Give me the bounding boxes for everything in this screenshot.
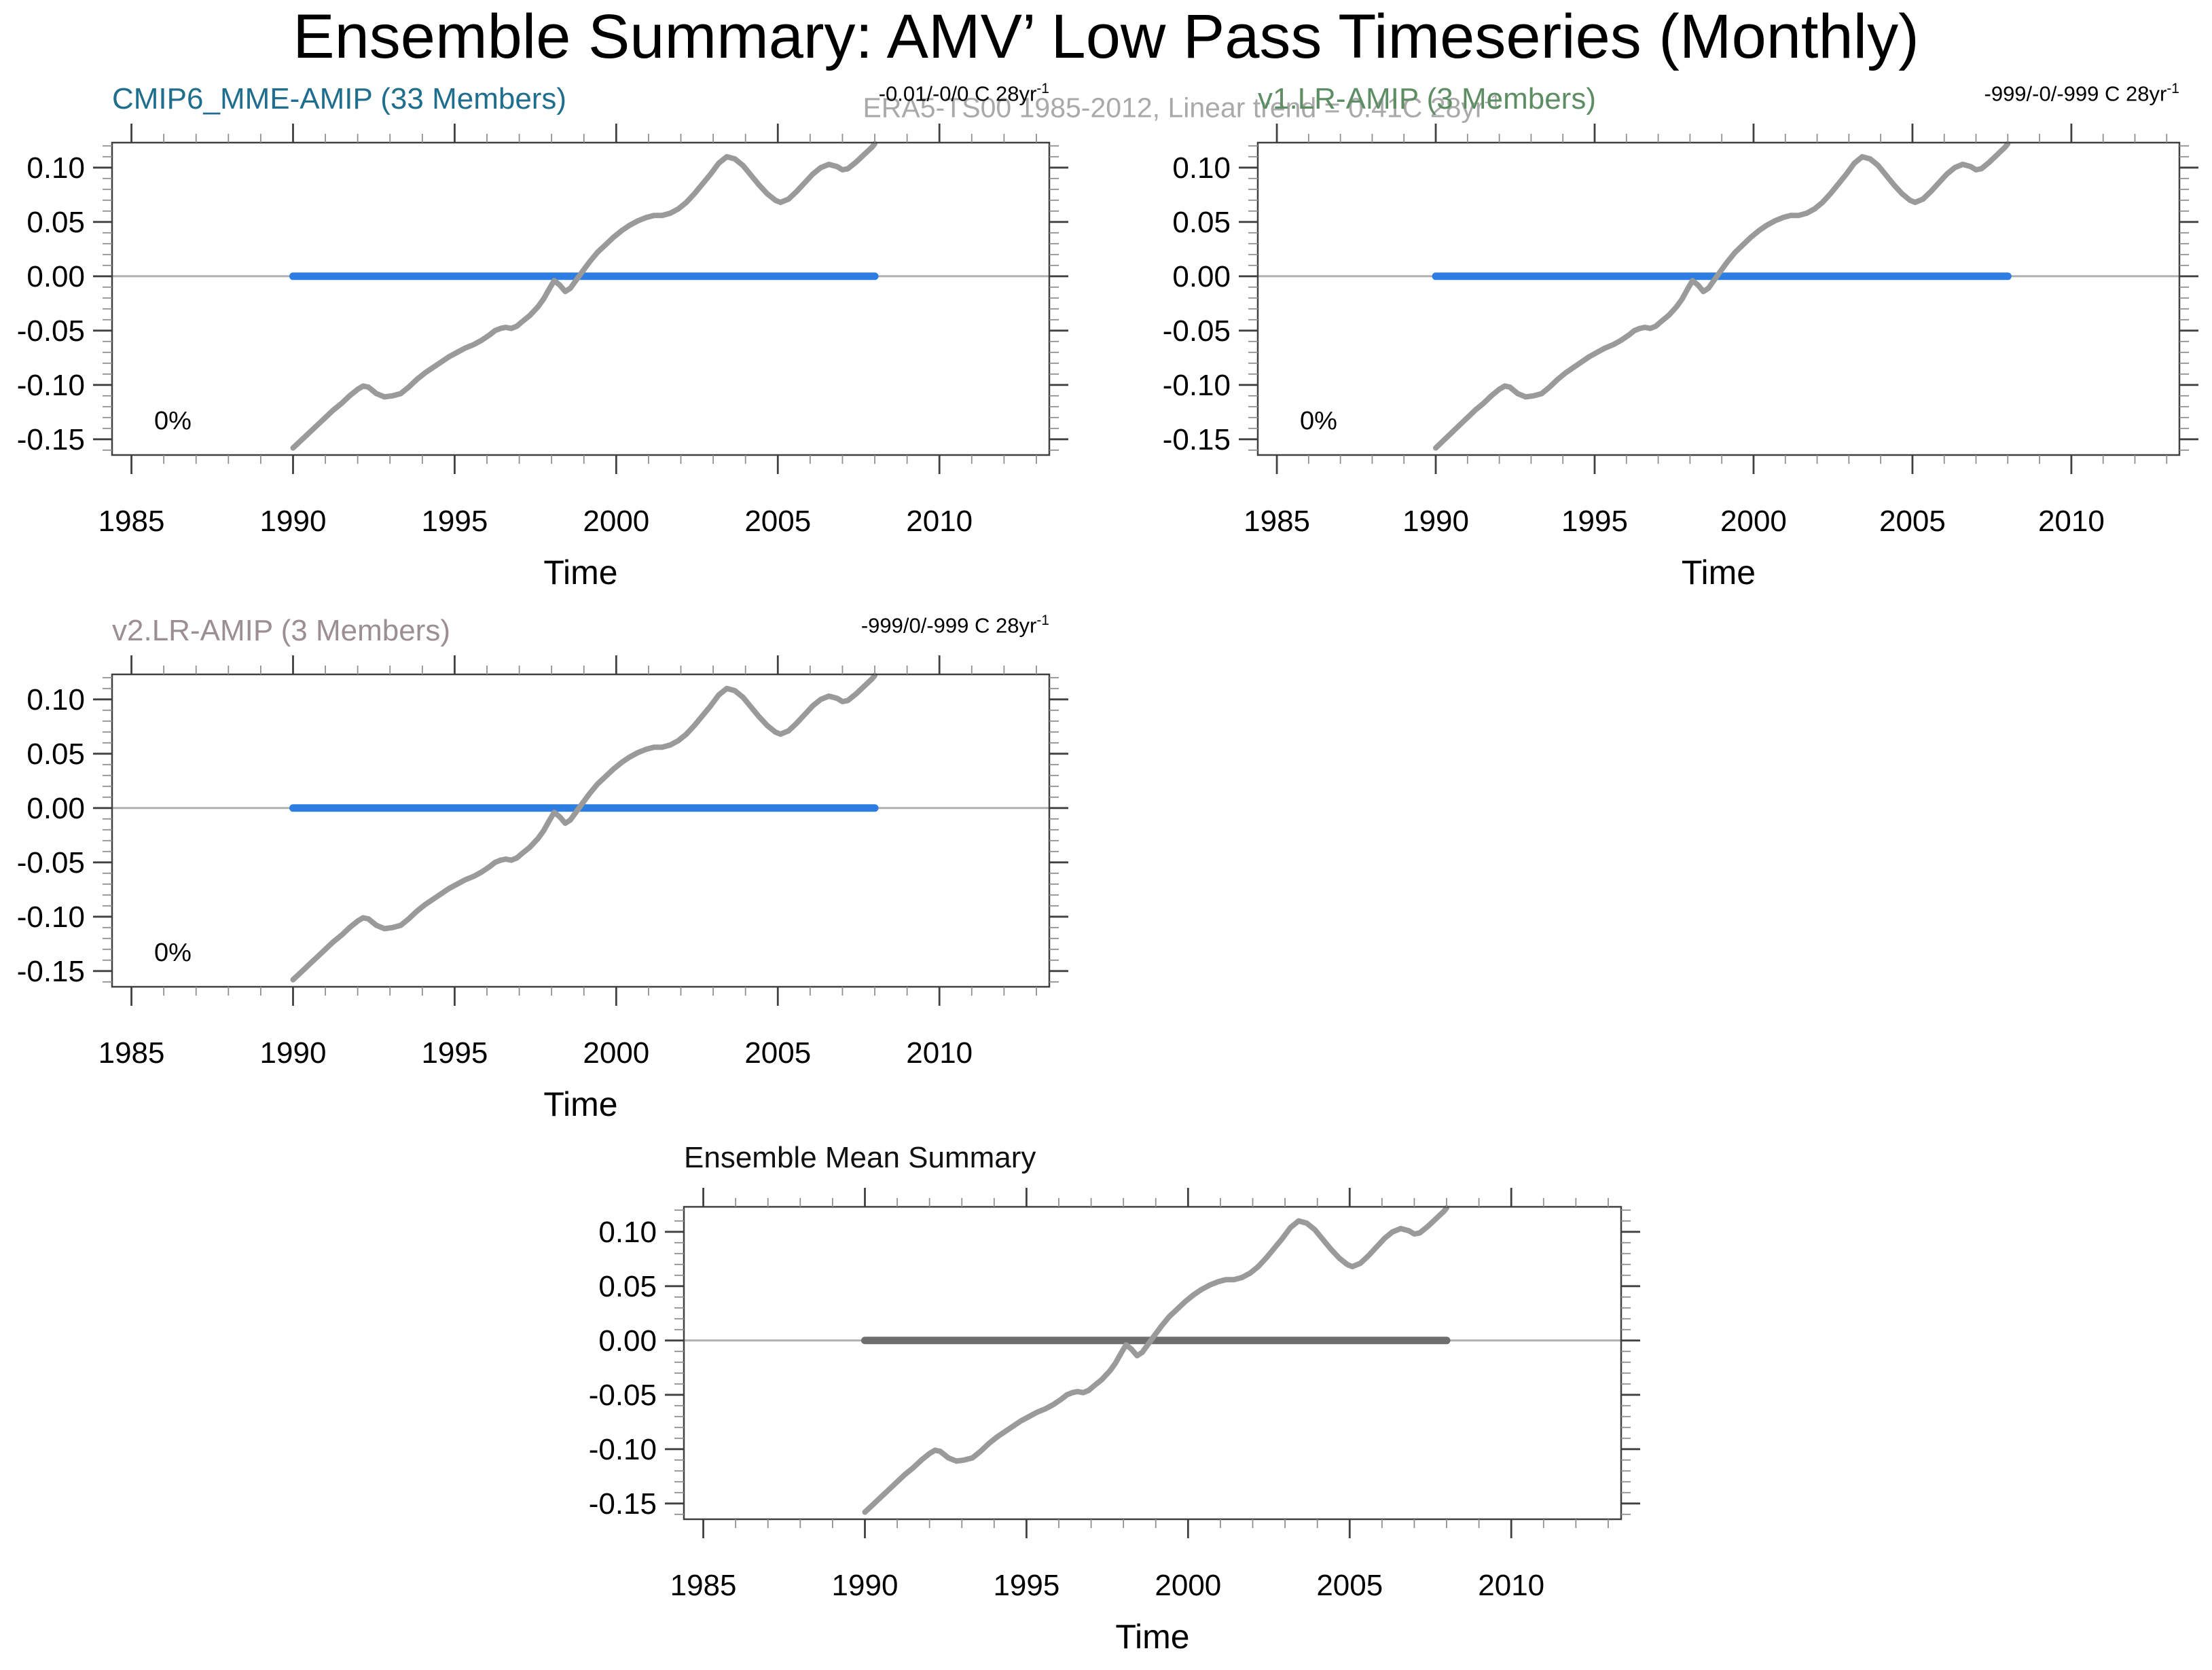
era5-trend-superscript: -1 bbox=[1484, 91, 1501, 111]
zero-percent-label: 0% bbox=[154, 407, 192, 435]
x-tick-label: 2000 bbox=[1155, 1569, 1221, 1602]
x-tick-label: 2000 bbox=[1720, 505, 1787, 538]
y-tick-label: -0.05 bbox=[17, 846, 85, 879]
y-tick-label: 0.10 bbox=[26, 151, 85, 185]
y-tick-label: 0.00 bbox=[26, 260, 85, 293]
panel-trend-cmip6-mme-amip: -0.01/-0/0 C 28yr-1 bbox=[112, 81, 1049, 106]
y-tick-label: 0.05 bbox=[1172, 206, 1231, 239]
y-tick-label: -0.15 bbox=[17, 955, 85, 988]
y-tick-label: 0.05 bbox=[26, 738, 85, 771]
trend-superscript: -1 bbox=[1036, 613, 1049, 628]
panel-title-v1-lr-amip: v1.LR-AMIP (3 Members) bbox=[1258, 82, 1596, 115]
x-tick-label: 1985 bbox=[98, 1036, 165, 1070]
x-axis-title: Time bbox=[1115, 1618, 1189, 1656]
y-tick-label: -0.05 bbox=[589, 1379, 657, 1412]
x-tick-label: 1990 bbox=[260, 505, 327, 538]
y-tick-label: 0.00 bbox=[26, 792, 85, 825]
x-tick-label: 2010 bbox=[906, 505, 973, 538]
trend-superscript: -1 bbox=[1036, 81, 1049, 96]
y-tick-label: 0.00 bbox=[1172, 260, 1231, 293]
figure-title: Ensemble Summary: AMV’ Low Pass Timeseri… bbox=[293, 2, 1919, 71]
x-tick-label: 1985 bbox=[670, 1569, 737, 1602]
x-tick-label: 2000 bbox=[583, 505, 649, 538]
panel-trend-v2-lr-amip: -999/0/-999 C 28yr-1 bbox=[112, 613, 1049, 638]
y-tick-label: -0.10 bbox=[17, 901, 85, 934]
panel-title-v2-lr-amip: v2.LR-AMIP (3 Members) bbox=[112, 614, 450, 647]
y-tick-label: 0.10 bbox=[26, 683, 85, 716]
amv-lowpass-curve bbox=[290, 141, 877, 451]
x-tick-label: 1990 bbox=[832, 1569, 899, 1602]
y-tick-label: 0.05 bbox=[26, 206, 85, 239]
plot-frame bbox=[111, 673, 1051, 988]
plot-frame bbox=[683, 1205, 1622, 1521]
panel-title-cmip6-mme-amip: CMIP6_MME-AMIP (33 Members) bbox=[112, 82, 567, 115]
era5-trend-annotation: ERA5-TS00 1985-2012, Linear trend = 0.41… bbox=[863, 91, 1500, 124]
x-tick-label: 2010 bbox=[1478, 1569, 1544, 1602]
zero-percent-label: 0% bbox=[154, 939, 192, 967]
x-tick-label: 1995 bbox=[993, 1569, 1059, 1602]
amv-lowpass-curve bbox=[290, 672, 877, 983]
y-tick-label: -0.15 bbox=[1163, 423, 1231, 456]
trend-value: -999/0/-999 C 28yr bbox=[860, 613, 1037, 638]
x-tick-label: 1985 bbox=[98, 505, 165, 538]
panel-trend-v1-lr-amip: -999/-0/-999 C 28yr-1 bbox=[1258, 81, 2180, 106]
x-tick-label: 1995 bbox=[421, 505, 488, 538]
y-tick-label: -0.10 bbox=[1163, 369, 1231, 402]
amv-lowpass-curve bbox=[1433, 141, 2011, 451]
y-tick-label: -0.05 bbox=[1163, 314, 1231, 348]
trend-value: -0.01/-0/0 C 28yr bbox=[878, 81, 1037, 106]
panel-title-ensemble-mean-summary: Ensemble Mean Summary bbox=[684, 1141, 1036, 1174]
y-tick-label: 0.05 bbox=[598, 1270, 657, 1303]
trend-superscript: -1 bbox=[2166, 81, 2179, 96]
x-tick-label: 2010 bbox=[906, 1036, 973, 1070]
x-axis-title: Time bbox=[543, 1085, 617, 1123]
zero-percent-label: 0% bbox=[1300, 407, 1337, 435]
x-tick-label: 1990 bbox=[1402, 505, 1469, 538]
trend-value: -999/-0/-999 C 28yr bbox=[1984, 81, 2167, 106]
era5-trend-text: ERA5-TS00 1985-2012, Linear trend = 0.41… bbox=[863, 92, 1485, 124]
x-axis-title: Time bbox=[1682, 553, 1756, 592]
y-tick-label: 0.10 bbox=[598, 1216, 657, 1249]
y-tick-label: -0.15 bbox=[17, 423, 85, 456]
x-tick-label: 1990 bbox=[260, 1036, 327, 1070]
x-tick-label: 2005 bbox=[1879, 505, 1946, 538]
x-tick-label: 2000 bbox=[583, 1036, 649, 1070]
x-tick-label: 1985 bbox=[1244, 505, 1310, 538]
y-tick-label: -0.05 bbox=[17, 314, 85, 348]
y-tick-label: -0.10 bbox=[17, 369, 85, 402]
x-tick-label: 1995 bbox=[1561, 505, 1628, 538]
y-tick-label: -0.15 bbox=[589, 1487, 657, 1521]
x-tick-label: 2005 bbox=[744, 505, 811, 538]
x-tick-label: 2010 bbox=[2038, 505, 2105, 538]
x-axis-title: Time bbox=[543, 553, 617, 592]
x-tick-label: 2005 bbox=[1316, 1569, 1383, 1602]
y-tick-label: -0.10 bbox=[589, 1433, 657, 1466]
y-tick-label: 0.00 bbox=[598, 1324, 657, 1358]
x-tick-label: 2005 bbox=[744, 1036, 811, 1070]
amv-lowpass-curve bbox=[862, 1205, 1449, 1515]
plot-frame bbox=[111, 141, 1051, 456]
y-tick-label: 0.10 bbox=[1172, 151, 1231, 185]
x-tick-label: 1995 bbox=[421, 1036, 488, 1070]
plot-frame bbox=[1256, 141, 2181, 456]
